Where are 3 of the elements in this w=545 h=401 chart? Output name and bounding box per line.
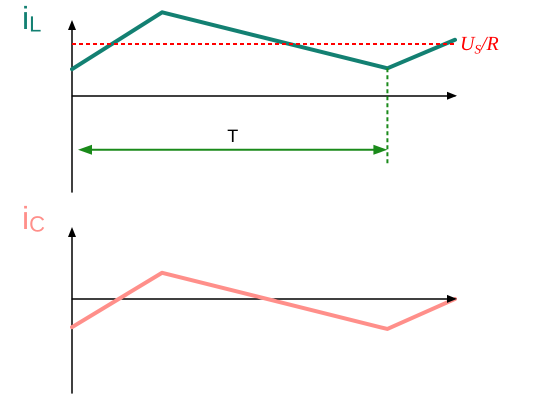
y-axis-title: iL — [22, 0, 42, 36]
y-axis-title: iC — [22, 200, 46, 236]
text: T — [227, 126, 238, 146]
